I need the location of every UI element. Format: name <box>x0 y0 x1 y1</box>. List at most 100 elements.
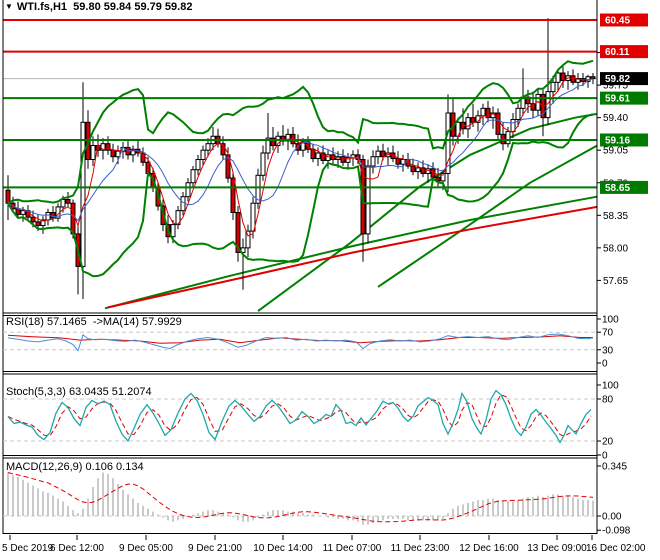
rsi-indicator-label: RSI(18) 57.1465 ->MA(14) 57.9929 <box>6 316 182 328</box>
bear-candle <box>235 212 241 253</box>
bear-candle <box>395 158 401 165</box>
bull-candle <box>400 159 406 165</box>
price-badge-59.16 <box>600 133 648 147</box>
time-tick-label: 12 Dec 16:00 <box>459 543 519 554</box>
bear-candle <box>15 208 21 215</box>
bull-candle <box>300 141 306 151</box>
price-badge-text: 59.61 <box>605 94 630 105</box>
bull-candle <box>90 145 96 161</box>
time-tick-label: 5 Dec 2019 <box>2 543 54 554</box>
rsi-tick-label: 70 <box>602 328 614 339</box>
bull-candle <box>185 182 191 198</box>
bear-candle <box>320 152 326 161</box>
bull-candle <box>255 174 261 204</box>
trend-moving-averages <box>104 112 598 312</box>
bear-candle <box>5 189 11 204</box>
bear-candle <box>420 167 426 174</box>
bull-candle <box>245 230 251 249</box>
bear-candle <box>110 149 116 158</box>
bull-candle <box>315 152 321 160</box>
bear-candle <box>495 112 501 135</box>
time-tick-label: 16 Dec 02:00 <box>586 543 646 554</box>
bollinger-upper <box>7 59 594 205</box>
rsi-panel <box>3 331 597 352</box>
macd-signal-line <box>7 472 594 523</box>
time-tick-label: 9 Dec 05:00 <box>119 543 173 554</box>
bear-candle <box>270 137 276 147</box>
price-tick-label: 58.00 <box>603 243 628 254</box>
time-tick-label: 11 Dec 23:00 <box>391 543 450 554</box>
bull-candle <box>170 224 176 238</box>
bull-candle <box>345 157 351 163</box>
price-badge-59.82 <box>600 72 648 86</box>
bear-candle <box>410 165 416 173</box>
macd-tick-label: 0.00 <box>602 512 622 523</box>
macd-tick-label: -0.098 <box>602 526 631 537</box>
stoch-k-line <box>7 389 592 444</box>
trend-ma-line <box>104 195 598 310</box>
bear-candle <box>435 176 441 182</box>
price-tick-label: 59.05 <box>603 146 628 157</box>
price-badge-text: 59.16 <box>605 135 630 146</box>
bear-candle <box>590 76 596 80</box>
price-tick-label: 59.40 <box>603 113 628 124</box>
bear-candle <box>145 161 151 174</box>
trend-ma-line <box>257 112 598 312</box>
time-tick-label: 11 Dec 07:00 <box>323 543 382 554</box>
stoch-tick-label: 0 <box>602 451 608 462</box>
trend-ma-line <box>377 144 598 288</box>
rsi-tick-label: 0 <box>602 359 608 370</box>
stoch-tick-label: 80 <box>602 395 614 406</box>
panel-frames <box>2 0 598 534</box>
support-resistance-levels <box>3 19 597 189</box>
bear-candle <box>35 221 41 227</box>
trend-ma-line <box>107 205 598 309</box>
bull-candle <box>465 117 471 130</box>
symbol-period-label: WTI.fs,H1 <box>16 1 68 13</box>
bull-candle <box>195 159 201 171</box>
bull-candle <box>190 169 196 184</box>
macd-panel <box>3 472 597 525</box>
price-axis: 60.1059.7559.4059.0558.7058.3558.0057.65… <box>597 13 648 287</box>
bull-candle <box>80 121 86 267</box>
bear-candle <box>310 148 316 160</box>
bear-candle <box>70 202 76 235</box>
rsi-tick-label: 100 <box>602 315 619 326</box>
bear-candle <box>570 75 576 83</box>
bear-candle <box>380 150 386 158</box>
price-tick-label: 58.35 <box>603 211 628 222</box>
bull-candle <box>480 107 486 117</box>
ohlc-quote: 59.80 59.84 59.79 59.82 <box>73 1 193 13</box>
bear-candle <box>140 152 146 163</box>
chart-title-bar: ▼ WTI.fs,H1 59.80 59.84 59.79 59.82 <box>5 1 192 13</box>
bear-candle <box>30 216 36 223</box>
bear-candle <box>340 156 346 163</box>
bull-candle <box>440 172 446 182</box>
bull-candle <box>45 212 51 221</box>
stoch-indicator-label: Stoch(5,3,3) 63.0435 51.2074 <box>6 386 152 398</box>
price-badge-60.11 <box>600 45 648 59</box>
bull-candle <box>375 150 381 158</box>
price-tick-label: 59.75 <box>603 81 628 92</box>
time-tick-label: 10 Dec 14:00 <box>253 543 313 554</box>
bollinger-lower <box>7 113 594 278</box>
price-badge-60.45 <box>600 13 648 27</box>
stoch-tick-label: 20 <box>602 437 614 448</box>
price-badge-text: 60.11 <box>605 47 630 58</box>
price-badge-58.65 <box>600 180 648 194</box>
symbol-dropdown-icon[interactable]: ▼ <box>5 2 13 11</box>
time-tick-label: 13 Dec 09:00 <box>527 543 587 554</box>
bull-candle <box>445 112 451 174</box>
bull-candle <box>130 148 136 156</box>
stochastic-panel <box>3 389 597 444</box>
time-tick-label: 6 Dec 12:00 <box>50 543 104 554</box>
bear-candle <box>230 177 236 214</box>
bear-candle <box>470 117 476 123</box>
price-badge-59.61 <box>600 91 648 105</box>
bull-candle <box>515 107 521 121</box>
bull-candle <box>555 72 561 83</box>
bull-candle <box>325 154 331 161</box>
